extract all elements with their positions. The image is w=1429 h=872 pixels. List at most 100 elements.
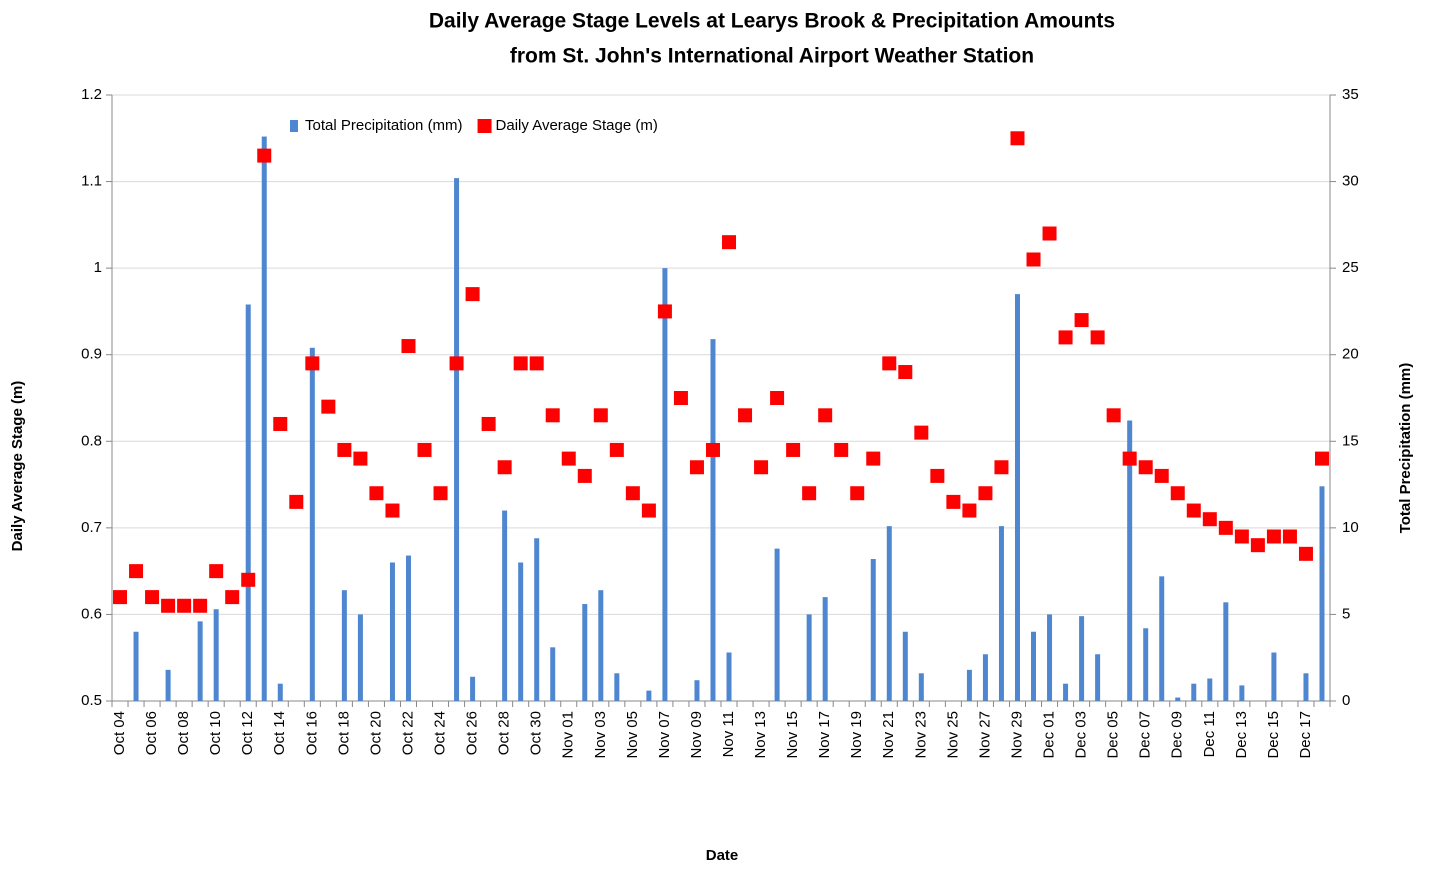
chart-title: from St. John's International Airport We… [510, 45, 1034, 68]
bar [1207, 678, 1213, 701]
marker [898, 365, 913, 380]
marker [1202, 512, 1217, 527]
marker [177, 598, 192, 613]
marker [770, 391, 785, 405]
bar [518, 562, 524, 701]
x-tick-label: Dec 17 [1297, 711, 1314, 759]
x-tick-label: Dec 15 [1265, 711, 1282, 759]
bar [726, 652, 732, 701]
bar [1079, 616, 1085, 701]
marker [561, 451, 576, 466]
bar [454, 178, 460, 701]
x-axis-title: Date [706, 847, 739, 864]
x-tick-label: Nov 13 [752, 711, 769, 759]
marker [1026, 252, 1041, 267]
y2-tick-label: 30 [1342, 173, 1359, 190]
marker [609, 442, 624, 457]
marker [705, 442, 720, 457]
marker [625, 486, 640, 501]
bar [261, 136, 267, 701]
marker [545, 408, 560, 423]
y2-tick-label: 0 [1342, 692, 1350, 709]
bar [1159, 576, 1165, 701]
marker [481, 416, 496, 431]
y2-tick-label: 20 [1342, 346, 1359, 363]
marker [385, 503, 400, 518]
x-tick-label: Oct 10 [207, 711, 224, 755]
x-tick-label: Nov 21 [880, 711, 897, 759]
marker [449, 356, 464, 371]
marker [497, 460, 512, 475]
marker [593, 408, 608, 423]
x-tick-label: Nov 05 [624, 711, 641, 759]
marker [850, 486, 865, 501]
marker [577, 468, 592, 483]
marker [1074, 313, 1089, 328]
x-tick-label: Dec 01 [1041, 711, 1058, 759]
x-tick-label: Oct 18 [335, 711, 352, 755]
bar [870, 559, 876, 701]
bar [1031, 631, 1037, 701]
bar [197, 621, 203, 701]
marker [193, 598, 208, 613]
marker [209, 564, 224, 579]
marker [1282, 529, 1297, 544]
y-tick-label: 0.9 [81, 346, 102, 363]
bar [710, 339, 716, 701]
legend-swatch [477, 119, 492, 133]
bar [1271, 652, 1277, 701]
bar [774, 548, 780, 701]
marker [641, 503, 656, 518]
y-tick-label: 0.6 [81, 605, 102, 622]
bar [550, 647, 556, 701]
marker [529, 356, 544, 371]
bar [998, 526, 1004, 701]
marker [337, 442, 352, 457]
marker [305, 356, 320, 371]
bar [902, 631, 908, 701]
marker [1138, 460, 1153, 475]
bar [1239, 685, 1245, 701]
marker [1122, 451, 1137, 466]
marker [241, 572, 256, 587]
marker [113, 590, 128, 605]
marker [225, 590, 240, 605]
bar [357, 614, 363, 701]
marker [465, 287, 480, 302]
marker [1042, 226, 1057, 241]
legend-swatch [290, 120, 298, 132]
x-tick-label: Nov 01 [560, 711, 577, 759]
bar [1303, 673, 1309, 701]
marker [417, 442, 432, 457]
marker [1186, 503, 1201, 518]
bar [982, 654, 988, 701]
marker [1154, 468, 1169, 483]
marker [145, 590, 160, 605]
marker [1010, 131, 1025, 146]
marker [1090, 330, 1105, 345]
bar [806, 614, 812, 701]
x-tick-label: Oct 14 [271, 711, 288, 755]
y-tick-label: 1 [94, 259, 102, 276]
x-tick-label: Dec 03 [1073, 711, 1090, 759]
y2-tick-label: 35 [1342, 86, 1359, 103]
x-tick-label: Oct 16 [303, 711, 320, 755]
marker [978, 486, 993, 501]
bar [646, 690, 652, 701]
marker [161, 598, 176, 613]
marker [738, 408, 753, 423]
x-tick-label: Dec 07 [1137, 711, 1154, 759]
marker [930, 468, 945, 483]
y2-axis-title: Total Precipitation (mm) [1397, 363, 1414, 534]
bar [389, 562, 395, 701]
bar [1095, 654, 1101, 701]
bar [277, 683, 283, 701]
marker [946, 494, 961, 509]
y2-tick-label: 5 [1342, 605, 1350, 622]
x-tick-label: Nov 09 [688, 711, 705, 759]
x-tick-label: Nov 19 [848, 711, 865, 759]
bar [534, 538, 540, 701]
marker [834, 442, 849, 457]
marker [673, 391, 688, 405]
